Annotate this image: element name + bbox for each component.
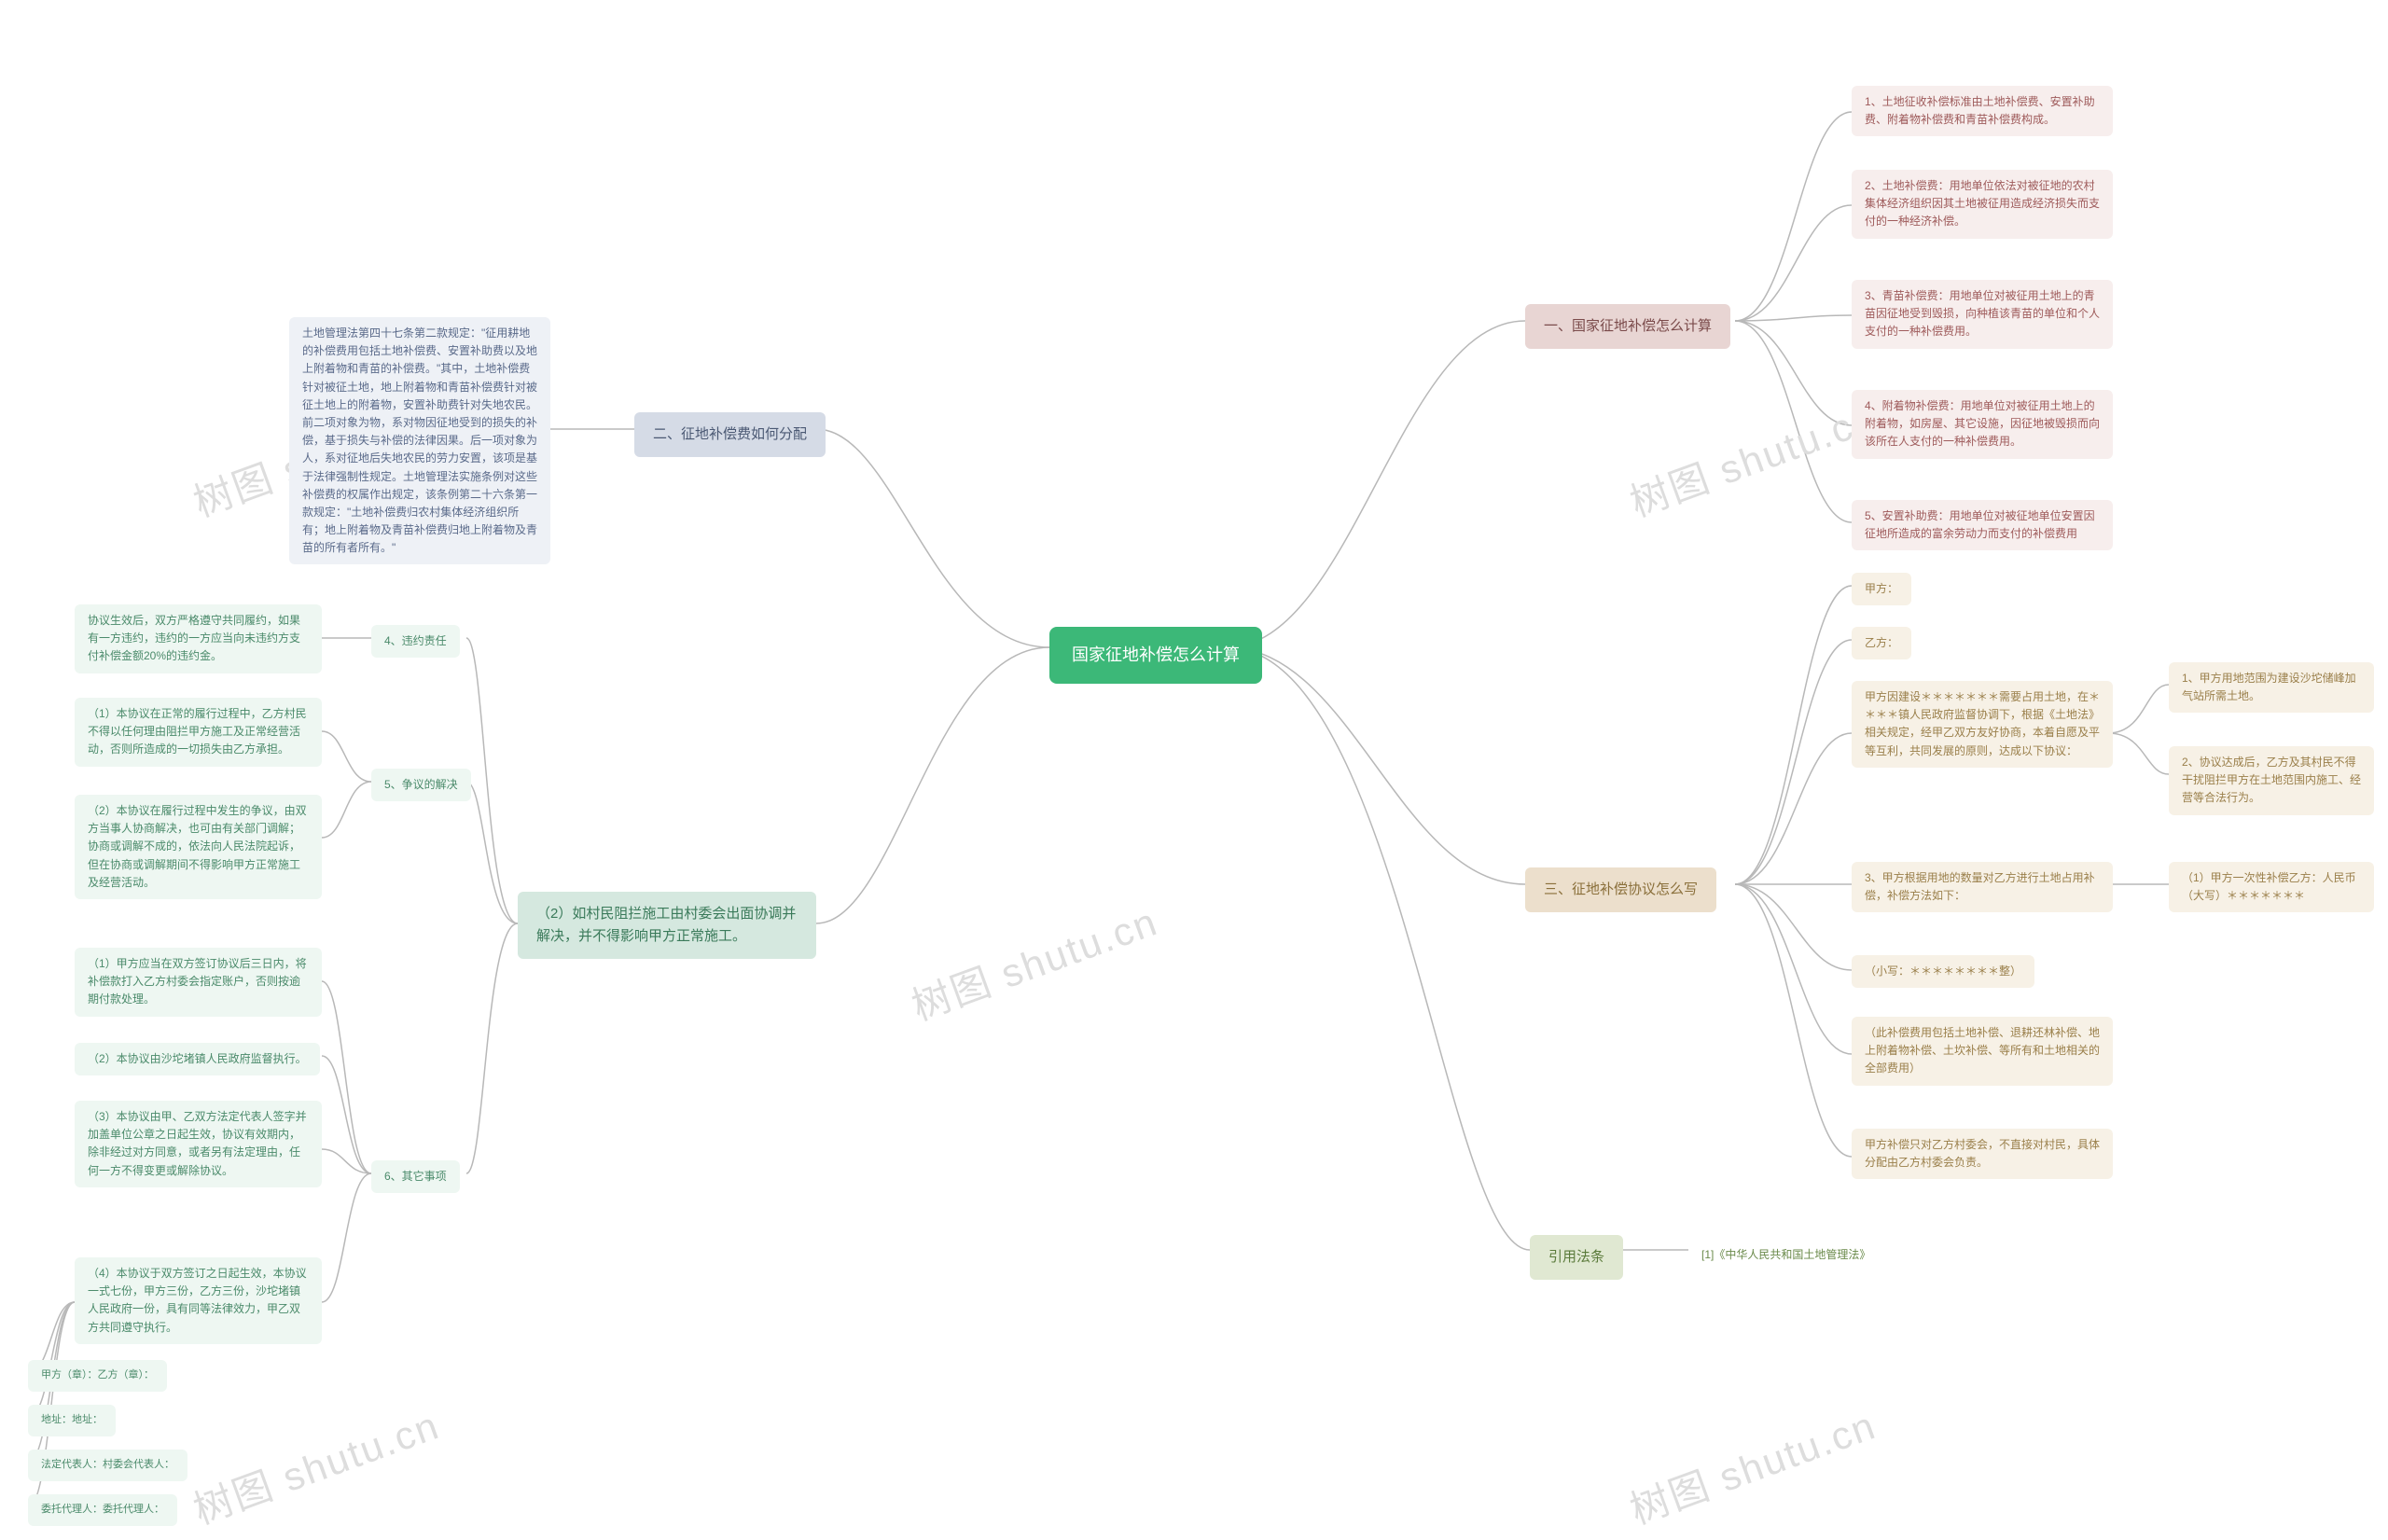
branch-4[interactable]: （2）如村民阻拦施工由村委会出面协调并解决，并不得影响甲方正常施工。 bbox=[518, 892, 816, 959]
watermark: 树图 shutu.cn bbox=[1621, 1394, 1883, 1536]
b4-c6-sub-1[interactable]: 地址：地址： bbox=[28, 1405, 116, 1436]
b1-leaf-0[interactable]: 1、土地征收补偿标准由土地补偿费、安置补助费、附着物补偿费和青苗补偿费构成。 bbox=[1852, 86, 2113, 136]
b4-c6-leaf-1[interactable]: （2）本协议由沙坨堵镇人民政府监督执行。 bbox=[75, 1043, 320, 1075]
b3-leaf-4[interactable]: （小写：＊＊＊＊＊＊＊＊整） bbox=[1852, 955, 2034, 988]
b4-c6-sub-3[interactable]: 委托代理人：委托代理人： bbox=[28, 1494, 177, 1526]
watermark: 树图 shutu.cn bbox=[1621, 387, 1883, 529]
b1-leaf-4[interactable]: 5、安置补助费：用地单位对被征地单位安置因征地所造成的富余劳动力而支付的补偿费用 bbox=[1852, 500, 2113, 550]
b4-c6-leaf-0[interactable]: （1）甲方应当在双方签订协议后三日内，将补偿款打入乙方村委会指定账户，否则按逾期… bbox=[75, 948, 322, 1017]
b3-leaf-3[interactable]: 3、甲方根据用地的数量对乙方进行土地占用补偿，补偿方法如下： bbox=[1852, 862, 2113, 912]
branch-5[interactable]: 引用法条 bbox=[1530, 1235, 1623, 1280]
b1-leaf-3[interactable]: 4、附着物补偿费：用地单位对被征用土地上的附着物，如房屋、其它设施，因征地被毁损… bbox=[1852, 390, 2113, 459]
b4-c5-leaf-0[interactable]: （1）本协议在正常的履行过程中，乙方村民不得以任何理由阻拦甲方施工及正常经营活动… bbox=[75, 698, 322, 767]
b3-leaf-2[interactable]: 甲方因建设＊＊＊＊＊＊＊需要占用土地，在＊＊＊＊镇人民政府监督协调下，根据《土地… bbox=[1852, 681, 2113, 768]
root-node[interactable]: 国家征地补偿怎么计算 bbox=[1049, 627, 1262, 684]
b3-sub2-1[interactable]: 2、协议达成后，乙方及其村民不得干扰阻拦甲方在土地范围内施工、经营等合法行为。 bbox=[2169, 746, 2374, 815]
branch-2[interactable]: 二、征地补偿费如何分配 bbox=[634, 412, 826, 457]
b4-c6-leaf-3[interactable]: （4）本协议于双方签订之日起生效，本协议一式七份，甲方三份，乙方三份，沙坨堵镇人… bbox=[75, 1257, 322, 1344]
watermark: 树图 shutu.cn bbox=[903, 891, 1165, 1033]
branch-1[interactable]: 一、国家征地补偿怎么计算 bbox=[1525, 304, 1730, 349]
b4-c6-leaf-2[interactable]: （3）本协议由甲、乙双方法定代表人签字并加盖单位公章之日起生效，协议有效期内，除… bbox=[75, 1101, 322, 1187]
b3-leaf-5[interactable]: （此补偿费用包括土地补偿、退耕还林补偿、地上附着物补偿、土坎补偿、等所有和土地相… bbox=[1852, 1017, 2113, 1086]
branch-3[interactable]: 三、征地补偿协议怎么写 bbox=[1525, 867, 1716, 912]
b3-leaf-0[interactable]: 甲方： bbox=[1852, 573, 1911, 605]
b4-c6-sub-0[interactable]: 甲方（章）：乙方（章）： bbox=[28, 1360, 167, 1392]
b1-leaf-2[interactable]: 3、青苗补偿费：用地单位对被征用土地上的青苗因征地受到毁损，向种植该青苗的单位和… bbox=[1852, 280, 2113, 349]
b1-leaf-1[interactable]: 2、土地补偿费：用地单位依法对被征地的农村集体经济组织因其土地被征用造成经济损失… bbox=[1852, 170, 2113, 239]
b2-leaf-0[interactable]: 土地管理法第四十七条第二款规定："征用耕地的补偿费用包括土地补偿费、安置补助费以… bbox=[289, 317, 550, 564]
b3-sub3-0[interactable]: （1）甲方一次性补偿乙方：人民币（大写）＊＊＊＊＊＊＊ bbox=[2169, 862, 2374, 912]
b4-c4[interactable]: 4、违约责任 bbox=[371, 625, 460, 658]
b4-c6[interactable]: 6、其它事项 bbox=[371, 1160, 460, 1193]
b3-leaf-6[interactable]: 甲方补偿只对乙方村委会，不直接对村民，具体分配由乙方村委会负责。 bbox=[1852, 1129, 2113, 1179]
b4-c5-leaf-1[interactable]: （2）本协议在履行过程中发生的争议，由双方当事人协商解决，也可由有关部门调解；协… bbox=[75, 795, 322, 899]
b4-c4-leaf-0[interactable]: 协议生效后，双方严格遵守共同履约，如果有一方违约，违约的一方应当向未违约方支付补… bbox=[75, 604, 322, 673]
b3-leaf-1[interactable]: 乙方： bbox=[1852, 627, 1911, 659]
b4-c5[interactable]: 5、争议的解决 bbox=[371, 769, 471, 801]
b3-sub2-0[interactable]: 1、甲方用地范围为建设沙坨储峰加气站所需土地。 bbox=[2169, 662, 2374, 713]
b5-leaf-0[interactable]: [1]《中华人民共和国土地管理法》 bbox=[1688, 1239, 1883, 1271]
watermark: 树图 shutu.cn bbox=[185, 1394, 447, 1536]
b4-c6-sub-2[interactable]: 法定代表人：村委会代表人： bbox=[28, 1450, 187, 1481]
